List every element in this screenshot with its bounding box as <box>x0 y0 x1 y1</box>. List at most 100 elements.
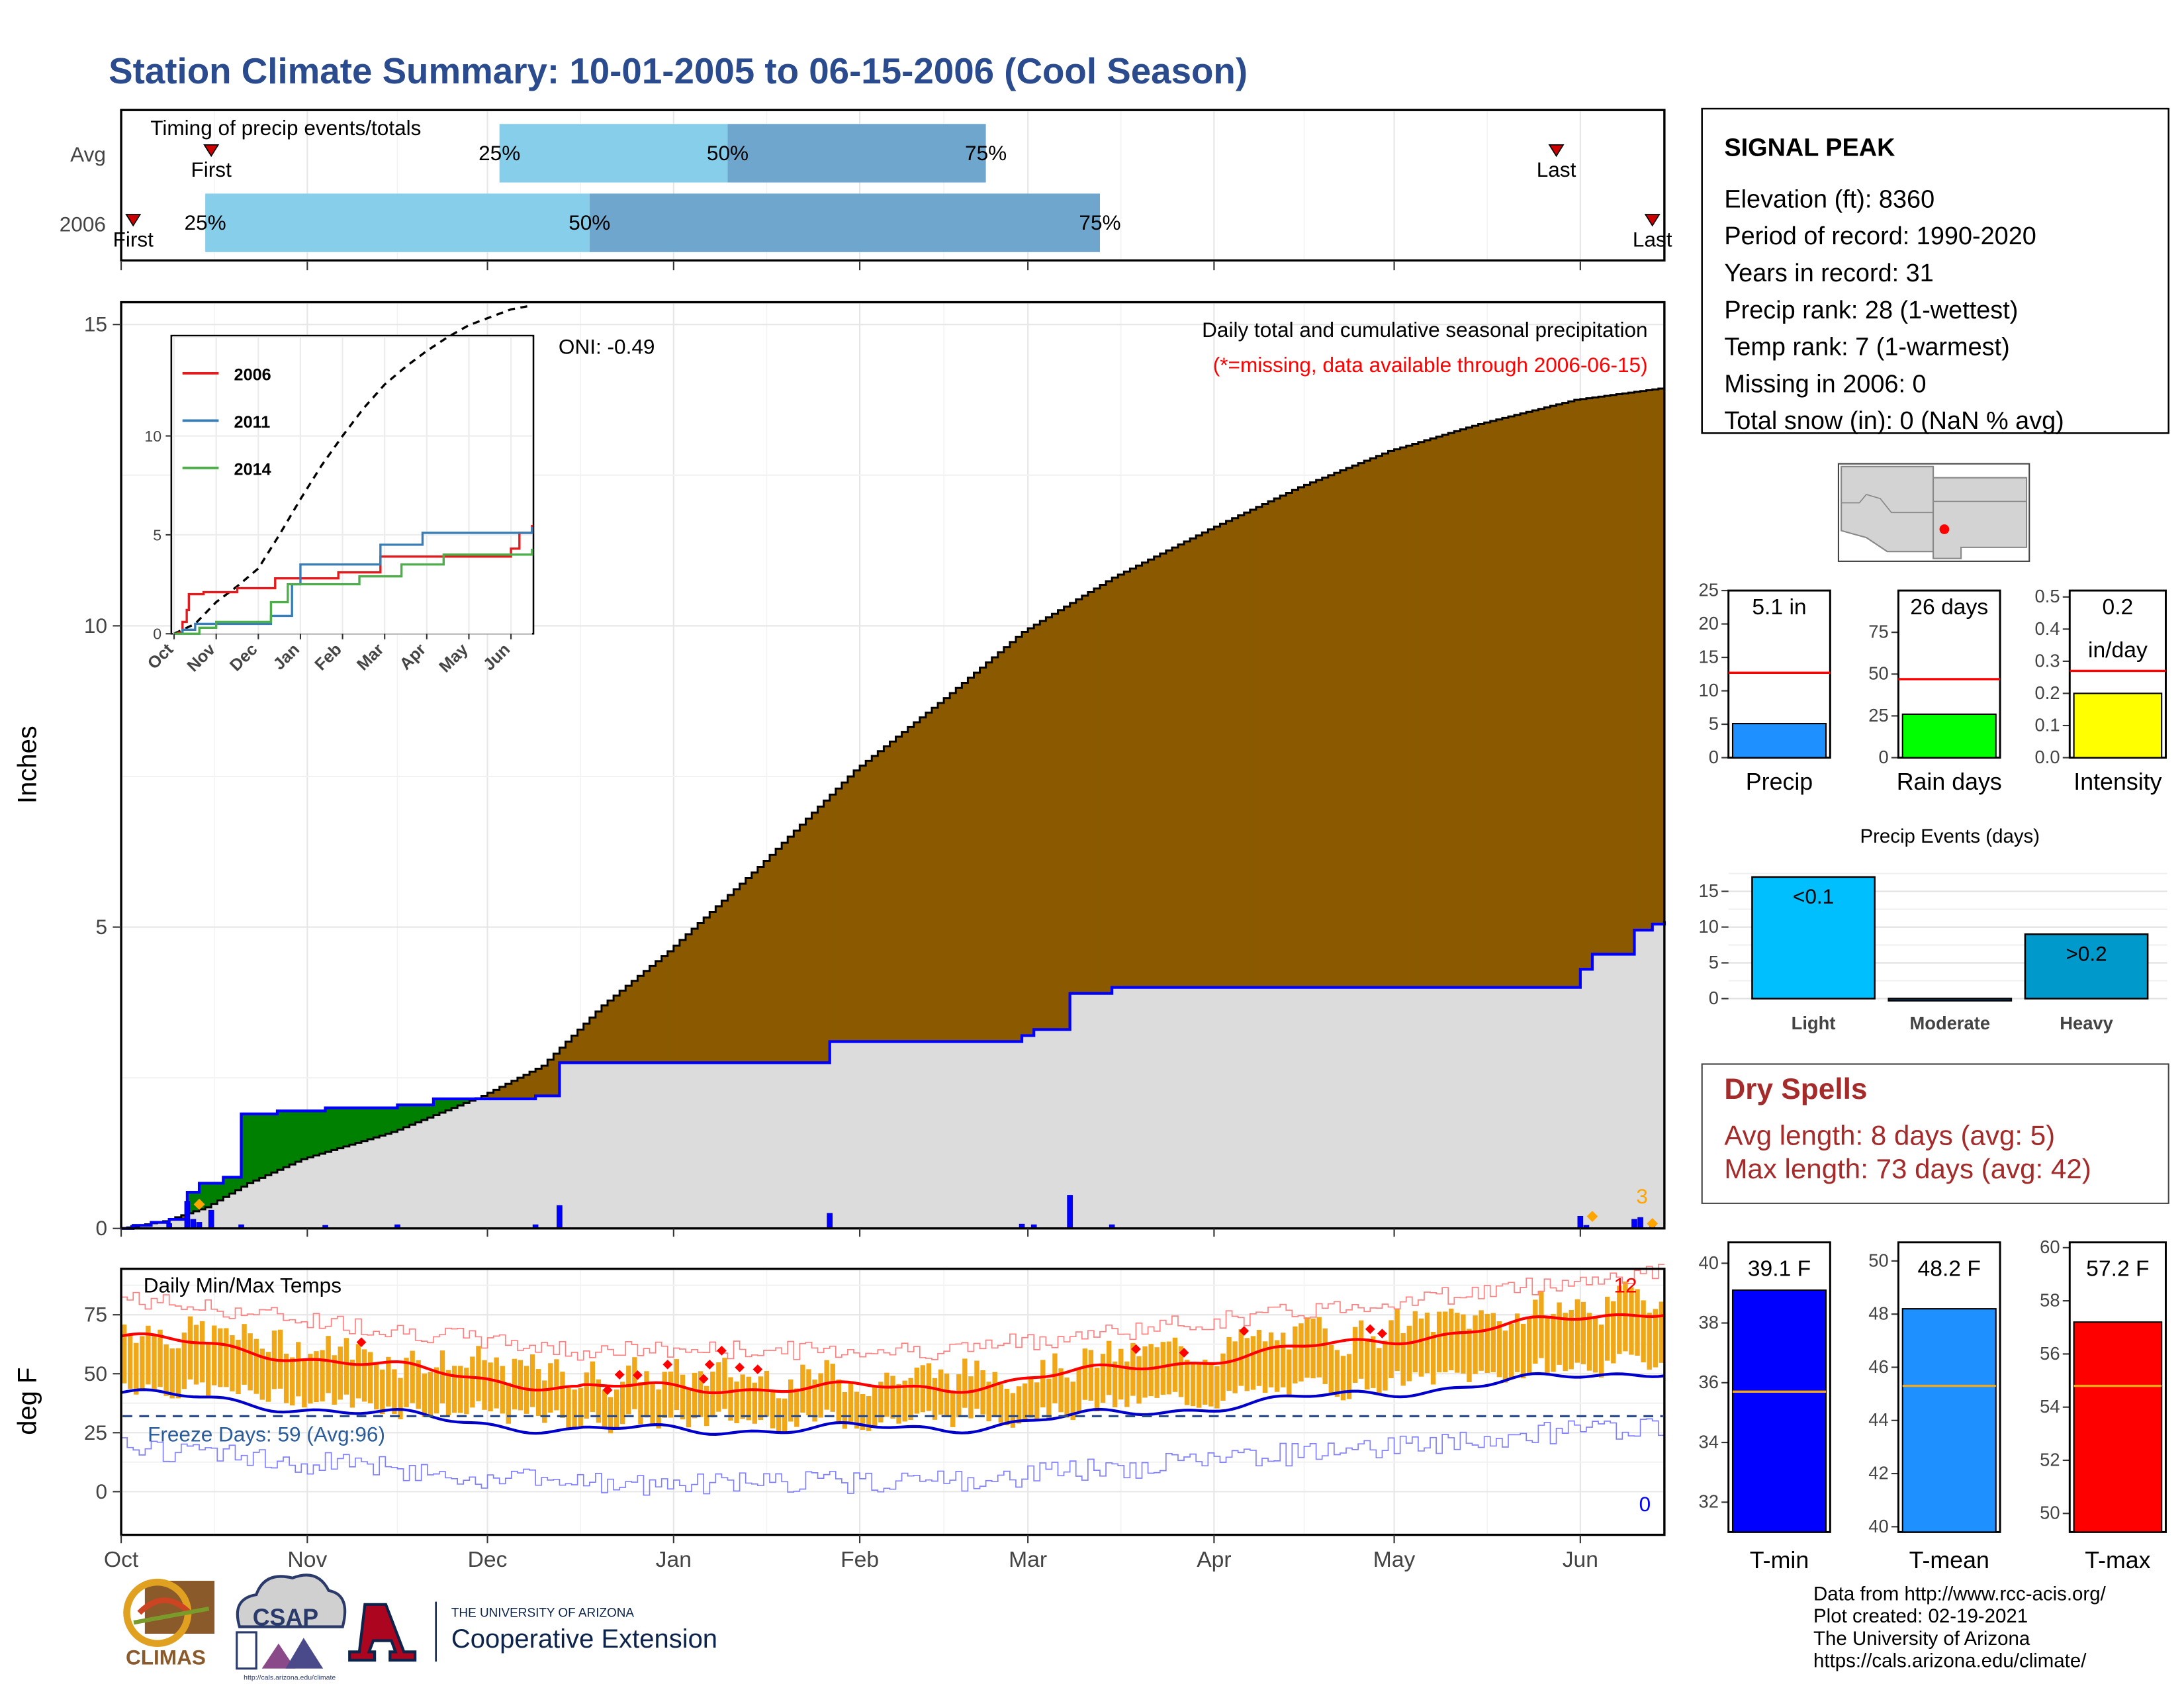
deficit-band <box>1015 637 1023 1042</box>
station-info-line-3: Years in record: 31 <box>1724 259 1933 287</box>
deficit-band <box>1502 418 1509 988</box>
daily-temp-range-bar <box>1322 1328 1328 1384</box>
page-title: Station Climate Summary: 10-01-2005 to 0… <box>109 50 1248 91</box>
deficit-band <box>649 966 657 1063</box>
station-info-line-2: Period of record: 1990-2020 <box>1724 222 2036 250</box>
deficit-band <box>884 746 891 1042</box>
daily-temp-range-bar <box>1034 1382 1040 1421</box>
temp-bar-tick-1-46: 46 <box>1868 1356 1888 1377</box>
daily-temp-range-bar <box>1022 1383 1028 1422</box>
daily-temp-range-bar <box>1574 1299 1580 1363</box>
daily-temp-range-bar <box>698 1371 704 1417</box>
surplus-band <box>415 1105 422 1123</box>
daily-temp-range-bar <box>1293 1326 1298 1383</box>
daily-temp-range-bar <box>1383 1340 1388 1391</box>
temp-bar-value-1: 48.2 F <box>1918 1256 1981 1281</box>
precip-y-tick-0: 0 <box>95 1216 107 1240</box>
timing-first-marker-1 <box>125 214 142 227</box>
deficit-band <box>1442 434 1449 988</box>
timing-row-2006-label: 2006 <box>60 212 106 236</box>
surplus-band <box>367 1107 374 1139</box>
daily-temp-range-bar <box>1070 1382 1075 1421</box>
daily-temp-range-bar <box>296 1342 301 1397</box>
deficit-band <box>1268 501 1275 988</box>
deficit-band <box>1214 526 1221 988</box>
station-info-line-7: Total snow (in): 0 (NaN % avg) <box>1724 407 2064 435</box>
daily-temp-range-bar <box>1178 1346 1184 1397</box>
deficit-band <box>1496 419 1503 988</box>
daily-temp-range-bar <box>265 1352 271 1402</box>
deficit-band <box>739 884 747 1063</box>
daily-temp-range-bar <box>476 1346 481 1401</box>
deficit-band <box>895 736 903 1042</box>
daily-temp-range-bar <box>433 1367 439 1414</box>
record-high-marker <box>614 1370 625 1380</box>
daily-temp-range-bar <box>1496 1321 1502 1378</box>
daily-temp-range-bar <box>1527 1317 1532 1375</box>
events-category-2: Heavy <box>2060 1013 2113 1033</box>
timing-first-marker-0 <box>203 144 220 158</box>
deficit-band <box>1238 515 1245 988</box>
record-high-marker <box>633 1370 643 1380</box>
daily-temp-range-bar <box>1508 1323 1514 1379</box>
footer-credits: Data from http://www.rcc-acis.org/ Plot … <box>1813 1583 2107 1671</box>
record-high-marker <box>704 1360 715 1370</box>
oni-label: ONI: -0.49 <box>559 334 655 358</box>
current-season-area <box>121 921 1664 1229</box>
daily-temp-range-bar <box>1268 1332 1274 1387</box>
deficit-band <box>907 727 915 1042</box>
daily-temp-range-bar <box>121 1324 127 1383</box>
daily-temp-range-bar <box>1352 1327 1358 1383</box>
precip-marker <box>1647 1218 1659 1229</box>
daily-temp-range-bar <box>230 1335 235 1391</box>
daily-temp-range-bar <box>236 1339 241 1395</box>
daily-temp-range-bar <box>644 1371 649 1418</box>
deficit-band <box>667 951 674 1063</box>
daily-temp-range-bar <box>1244 1338 1250 1391</box>
precip-marker <box>1586 1211 1598 1222</box>
deficit-band <box>583 1023 590 1063</box>
deficit-band <box>866 761 872 1042</box>
daily-temp-range-bar <box>439 1350 445 1404</box>
deficit-band <box>979 667 987 1042</box>
daily-temp-range-bar <box>1064 1377 1069 1418</box>
deficit-band <box>487 1092 494 1100</box>
deficit-band <box>523 1074 530 1100</box>
deficit-band <box>727 895 735 1063</box>
deficit-band <box>1550 406 1557 988</box>
daily-precip-bar <box>827 1213 833 1229</box>
summary-bar-rain-days <box>1901 713 1997 759</box>
daily-temp-range-bar <box>770 1390 776 1429</box>
deficit-band <box>1592 397 1599 955</box>
deficit-band <box>1316 480 1323 988</box>
deficit-band <box>1616 394 1623 955</box>
daily-temp-range-bar <box>782 1398 788 1433</box>
deficit-band <box>1304 485 1311 988</box>
daily-temp-range-bar <box>152 1336 157 1391</box>
daily-temp-range-bar <box>734 1382 739 1423</box>
station-info-line-4: Precip rank: 28 (1-wettest) <box>1724 297 2018 324</box>
surplus-band <box>397 1105 404 1130</box>
deficit-band <box>505 1084 512 1100</box>
daily-temp-range-bar <box>602 1389 608 1429</box>
daily-temp-range-bar <box>614 1389 619 1429</box>
surplus-band <box>259 1113 266 1178</box>
deficit-band <box>878 751 885 1042</box>
daily-temp-range-bar <box>529 1354 535 1407</box>
timing-title: Timing of precip events/totals <box>150 116 421 140</box>
record-high-marker <box>735 1362 745 1373</box>
daily-temp-range-bar <box>253 1338 259 1394</box>
daily-temp-range-bar <box>1365 1338 1370 1390</box>
surplus-band <box>457 1099 464 1106</box>
temp-y-tick-50: 50 <box>84 1362 107 1385</box>
daily-temp-range-bar <box>968 1376 974 1419</box>
daily-temp-range-bar <box>248 1333 253 1391</box>
daily-temp-range-bar <box>1154 1347 1160 1398</box>
deficit-band <box>1136 565 1143 988</box>
deficit-band <box>1220 524 1227 988</box>
deficit-band <box>811 812 819 1063</box>
temp-bar-value-2: 57.2 F <box>2086 1256 2149 1281</box>
deficit-band <box>1196 535 1203 988</box>
temp-bar-t-min <box>1731 1289 1827 1533</box>
daily-temp-range-bar <box>1214 1366 1220 1409</box>
